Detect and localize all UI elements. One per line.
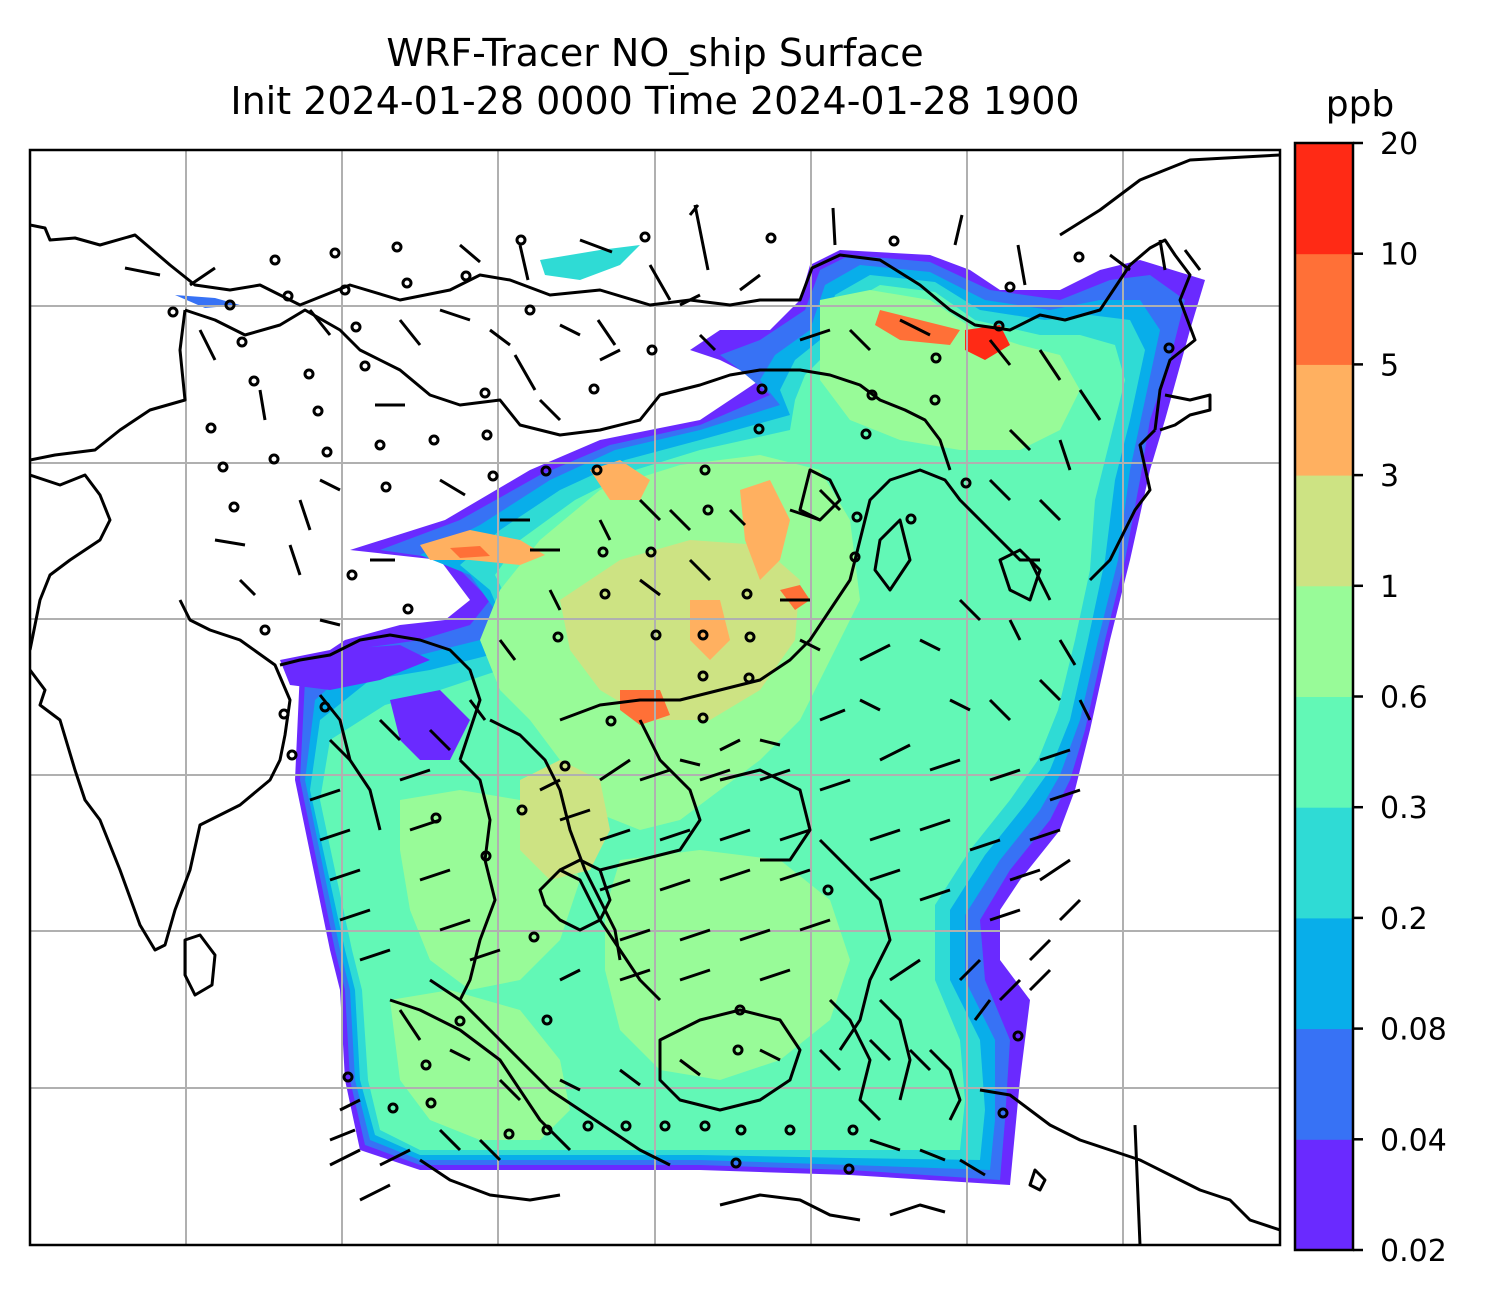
colorbar-swatch <box>1295 917 1353 1030</box>
colorbar-tick-label: 0.3 <box>1380 791 1428 826</box>
wind-barbs <box>124 204 1202 1202</box>
colorbar-tick-label: 1 <box>1380 570 1399 605</box>
colorbar-swatch <box>1295 475 1353 587</box>
colorbar-tick-label: 0.2 <box>1380 902 1428 937</box>
colorbar-swatch <box>1295 696 1353 808</box>
colorbar-ticks: 0.02 0.04 0.08 0.2 0.3 0.6 1 3 5 10 20 <box>1353 127 1447 1269</box>
colorbar-swatch <box>1295 807 1353 919</box>
colorbar-swatch <box>1295 364 1353 476</box>
colorbar-swatch <box>1295 143 1353 255</box>
map-title: WRF-Tracer NO_ship Surface <box>386 31 924 75</box>
colorbar-tick-label: 20 <box>1380 127 1418 162</box>
colorbar-tick-label: 10 <box>1380 238 1418 273</box>
colorbar: 0.02 0.04 0.08 0.2 0.3 0.6 1 3 5 10 20 ppb <box>1293 84 1447 1269</box>
map-area <box>30 150 1280 1245</box>
colorbar-tick-label: 0.04 <box>1380 1123 1447 1158</box>
colorbar-tick-label: 5 <box>1380 348 1399 383</box>
colorbar-tick-label: 0.08 <box>1380 1013 1447 1048</box>
colorbar-tick-label: 0.02 <box>1380 1234 1447 1269</box>
map-subtitle: Init 2024-01-28 0000 Time 2024-01-28 190… <box>230 79 1080 123</box>
colorbar-swatch <box>1295 585 1353 697</box>
colorbar-swatch <box>1295 1139 1353 1251</box>
colorbar-tick-label: 0.6 <box>1380 681 1428 716</box>
map-frame <box>28 148 1282 1247</box>
colorbar-tick-label: 3 <box>1380 459 1399 494</box>
colorbar-swatch <box>1295 1028 1353 1140</box>
colorbar-swatch <box>1295 253 1353 365</box>
colorbar-unit: ppb <box>1326 84 1395 125</box>
colorbar-swatches <box>1295 143 1353 1251</box>
